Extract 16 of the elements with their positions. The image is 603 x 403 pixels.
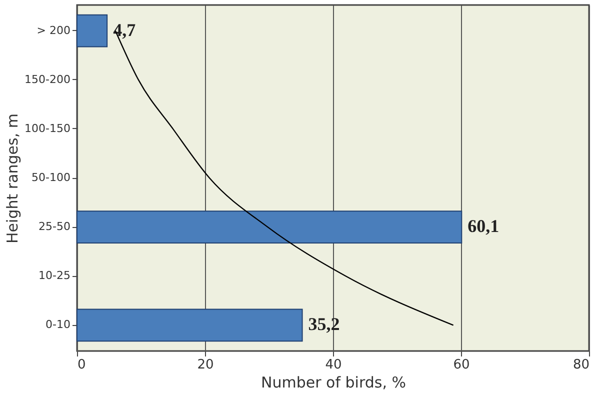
x-tick-label: 0: [78, 358, 86, 372]
y-tick-label: 10-25: [38, 269, 70, 282]
y-tick-label: 100-150: [24, 122, 70, 135]
y-axis-title: Height ranges, m: [4, 114, 22, 244]
y-tick-label: > 200: [36, 24, 70, 37]
data-label: 4,7: [113, 20, 136, 40]
data-label: 60,1: [468, 216, 500, 236]
y-tick-label: 150-200: [24, 72, 70, 86]
x-tick-label: 20: [197, 358, 214, 372]
y-tick-label: 50-100: [32, 171, 70, 184]
x-tick-label: 60: [453, 358, 470, 372]
x-tick-label: 80: [572, 358, 590, 372]
y-tick-label: 25-50: [38, 220, 70, 234]
y-tick-label: 0-10: [46, 318, 70, 332]
x-axis-title: Number of birds, %: [261, 374, 406, 392]
x-tick-label: 40: [325, 358, 342, 372]
